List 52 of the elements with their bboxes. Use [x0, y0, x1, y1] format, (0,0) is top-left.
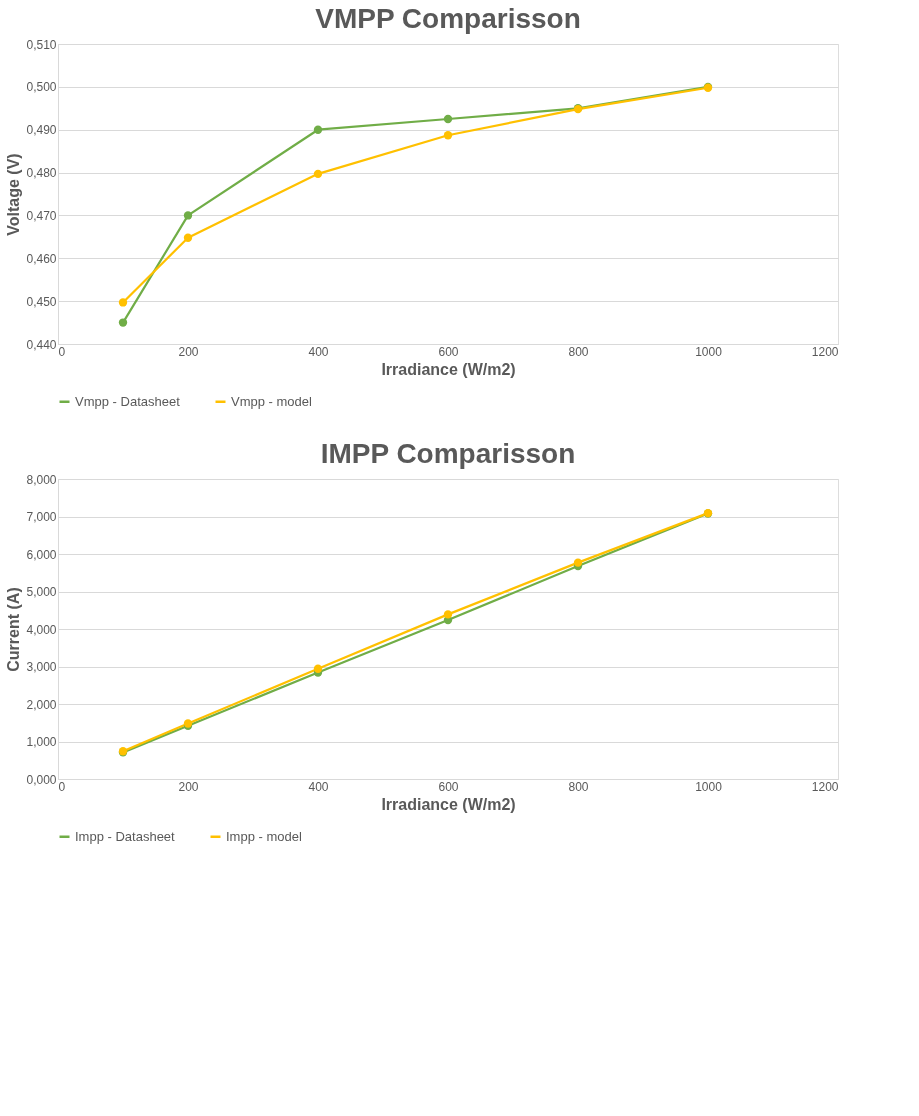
x-tick-label: 800 — [568, 344, 589, 359]
point — [183, 233, 193, 242]
x-tick-label: 0 — [58, 344, 66, 359]
point — [313, 664, 323, 673]
y-tick-label: 5,000 — [26, 585, 57, 599]
y-tick-label: 0,500 — [26, 80, 57, 95]
y-tick-label: 0,000 — [26, 772, 57, 787]
y-tick-label: 0,480 — [26, 166, 57, 181]
point — [313, 125, 323, 134]
y-tick-label: 1,000 — [26, 735, 57, 749]
point — [443, 114, 453, 124]
point — [573, 558, 583, 567]
x-tick-label: 600 — [438, 344, 459, 359]
y-tick-label: 6,000 — [26, 547, 57, 562]
legend-label: Impp - Datasheet — [75, 828, 176, 844]
y-tick-label: 0,510 — [26, 37, 57, 52]
y-tick-label: 0,450 — [26, 294, 57, 309]
x-tick-label: 1200 — [811, 344, 839, 359]
x-tick-label: 600 — [438, 779, 459, 794]
point — [118, 298, 128, 307]
y-tick-label: 4,000 — [26, 622, 57, 637]
y-tick-label: 7,000 — [26, 510, 57, 524]
point — [313, 169, 323, 179]
x-tick-label: 400 — [308, 779, 329, 794]
chart-title: IMPP Comparisson — [320, 438, 576, 469]
x-axis-title: Irradiance (W/m2) — [381, 360, 516, 378]
chart-title: VMPP Comparisson — [315, 3, 581, 34]
y-tick-label: 0,460 — [26, 251, 57, 266]
y-axis-title: Voltage (V) — [5, 153, 23, 236]
x-tick-label: 200 — [178, 344, 199, 359]
y-axis-title: Current (A) — [5, 587, 23, 672]
x-axis-title: Irradiance (W/m2) — [381, 795, 516, 813]
y-tick-label: 2,000 — [26, 697, 57, 712]
y-tick-label: 0,440 — [26, 337, 57, 352]
y-tick-label: 8,000 — [26, 472, 57, 487]
x-tick-label: 800 — [568, 779, 589, 794]
legend-label: Vmpp - model — [231, 393, 313, 409]
y-tick-label: 3,000 — [26, 660, 57, 674]
point — [183, 211, 193, 220]
x-tick-label: 1200 — [811, 779, 839, 794]
x-tick-label: 1000 — [695, 344, 723, 359]
legend-label: Vmpp - Datasheet — [75, 393, 181, 409]
point — [443, 131, 453, 140]
x-tick-label: 400 — [308, 344, 329, 359]
y-tick-label: 0,490 — [26, 123, 57, 138]
y-tick-label: 0,470 — [26, 208, 57, 223]
x-tick-label: 200 — [178, 779, 199, 794]
point — [443, 610, 453, 619]
x-tick-label: 1000 — [695, 779, 723, 794]
legend-label: Impp - model — [226, 828, 302, 844]
point — [118, 318, 128, 327]
x-tick-label: 0 — [58, 779, 66, 794]
